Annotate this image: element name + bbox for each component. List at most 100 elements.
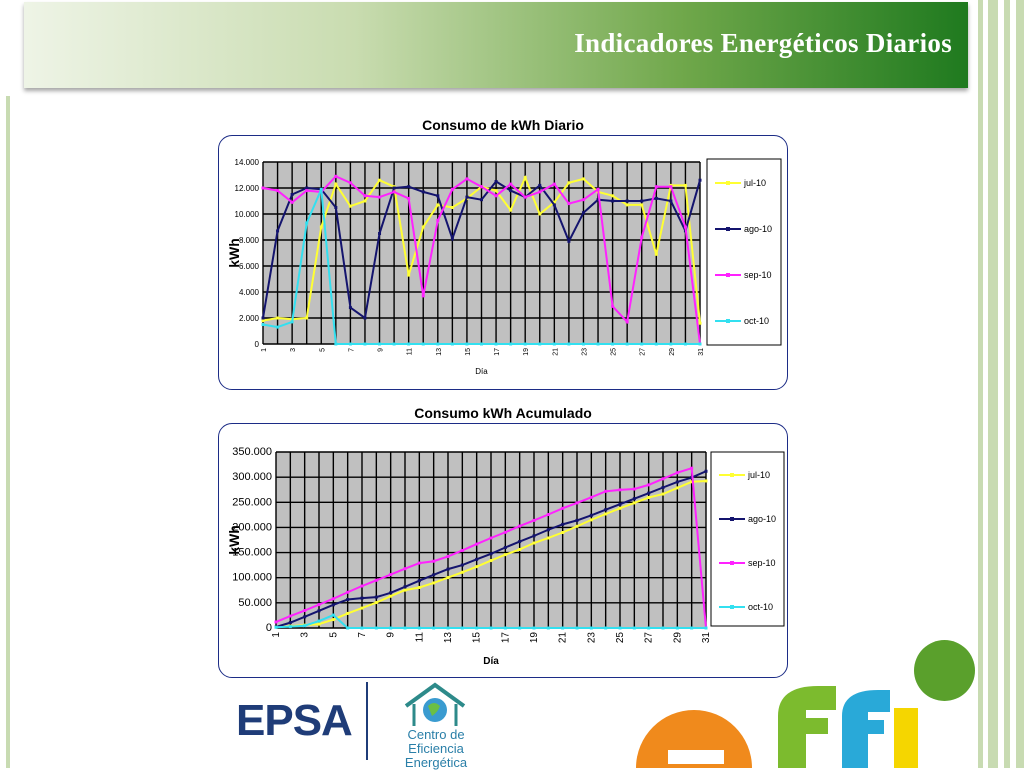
data-point-sep-10 bbox=[446, 554, 450, 558]
data-point-ago-10 bbox=[331, 603, 335, 607]
data-point-ago-10 bbox=[669, 199, 673, 203]
data-point-oct-10 bbox=[407, 342, 411, 346]
data-point-oct-10 bbox=[589, 626, 593, 630]
x-tick-label: 21 bbox=[552, 348, 559, 356]
data-point-ago-10 bbox=[465, 195, 469, 199]
centro-eficiencia-logo-text: Centro de Eficiencia Energética bbox=[376, 728, 496, 770]
data-point-sep-10 bbox=[331, 597, 335, 601]
data-point-oct-10 bbox=[446, 626, 450, 630]
data-point-sep-10 bbox=[360, 584, 364, 588]
data-point-oct-10 bbox=[632, 626, 636, 630]
data-point-ago-10 bbox=[546, 528, 550, 532]
data-point-jul-10 bbox=[683, 183, 687, 187]
data-point-sep-10 bbox=[561, 506, 565, 510]
x-tick-label: 7 bbox=[357, 632, 368, 638]
y-tick-label: 50.000 bbox=[238, 597, 272, 609]
data-point-jul-10 bbox=[421, 225, 425, 229]
x-tick-label: 3 bbox=[290, 348, 297, 352]
data-point-jul-10 bbox=[532, 541, 536, 545]
data-point-sep-10 bbox=[567, 202, 571, 206]
data-point-sep-10 bbox=[290, 200, 294, 204]
data-point-sep-10 bbox=[403, 567, 407, 571]
x-tick-label: 13 bbox=[436, 348, 443, 356]
data-point-sep-10 bbox=[611, 304, 615, 308]
data-point-sep-10 bbox=[374, 578, 378, 582]
y-tick-label: 250.000 bbox=[232, 496, 272, 508]
data-point-oct-10 bbox=[538, 342, 542, 346]
data-point-ago-10 bbox=[611, 199, 615, 203]
data-point-jul-10 bbox=[348, 204, 352, 208]
data-point-ago-10 bbox=[446, 567, 450, 571]
data-point-jul-10 bbox=[450, 206, 454, 209]
data-point-sep-10 bbox=[334, 174, 338, 178]
legend-marker-jul-10 bbox=[726, 181, 730, 185]
data-point-oct-10 bbox=[334, 342, 338, 346]
data-point-ago-10 bbox=[532, 534, 536, 538]
data-point-oct-10 bbox=[509, 342, 513, 346]
legend-label-ago-10: ago-10 bbox=[748, 514, 776, 524]
x-tick-label: 29 bbox=[669, 348, 676, 356]
data-point-ago-10 bbox=[561, 522, 565, 526]
y-tick-label: 10.000 bbox=[235, 210, 260, 219]
x-tick-label: 3 bbox=[300, 632, 311, 638]
x-tick-label: 31 bbox=[701, 632, 712, 644]
x-axis-label: Día bbox=[483, 656, 499, 667]
data-point-oct-10 bbox=[704, 626, 708, 630]
data-point-ago-10 bbox=[654, 196, 658, 200]
data-point-ago-10 bbox=[288, 621, 292, 625]
data-point-jul-10 bbox=[518, 547, 522, 551]
x-tick-label: 27 bbox=[644, 632, 655, 644]
data-point-sep-10 bbox=[618, 488, 622, 492]
data-point-jul-10 bbox=[403, 588, 407, 592]
data-point-ago-10 bbox=[407, 185, 411, 189]
data-point-oct-10 bbox=[378, 342, 382, 346]
data-point-oct-10 bbox=[392, 342, 396, 346]
data-point-ago-10 bbox=[698, 178, 702, 182]
data-point-jul-10 bbox=[317, 622, 321, 626]
data-point-sep-10 bbox=[589, 495, 593, 499]
data-point-sep-10 bbox=[305, 189, 309, 193]
data-point-sep-10 bbox=[661, 477, 665, 481]
data-point-sep-10 bbox=[378, 195, 382, 199]
y-tick-label: 350.000 bbox=[232, 446, 272, 458]
data-point-jul-10 bbox=[604, 512, 608, 516]
slide-title: Indicadores Energéticos Diarios bbox=[574, 28, 952, 58]
x-tick-label: 13 bbox=[443, 632, 454, 644]
data-point-sep-10 bbox=[407, 196, 411, 200]
data-point-oct-10 bbox=[575, 626, 579, 630]
data-point-jul-10 bbox=[378, 178, 382, 182]
legend-label-sep-10: sep-10 bbox=[744, 270, 772, 280]
data-point-jul-10 bbox=[363, 199, 367, 203]
data-point-ago-10 bbox=[403, 585, 407, 589]
data-point-oct-10 bbox=[489, 626, 493, 630]
data-point-sep-10 bbox=[625, 320, 629, 324]
data-point-oct-10 bbox=[552, 342, 556, 346]
y-tick-label: 12.000 bbox=[235, 184, 260, 193]
data-point-oct-10 bbox=[421, 342, 425, 346]
data-point-jul-10 bbox=[331, 618, 335, 622]
data-point-oct-10 bbox=[532, 626, 536, 630]
data-point-sep-10 bbox=[465, 177, 469, 181]
data-point-sep-10 bbox=[546, 513, 550, 517]
data-point-jul-10 bbox=[611, 194, 615, 198]
legend-marker-ago-10 bbox=[726, 227, 730, 231]
data-point-sep-10 bbox=[288, 614, 292, 618]
data-point-oct-10 bbox=[360, 626, 364, 630]
legend-label-ago-10: ago-10 bbox=[744, 224, 772, 234]
data-point-ago-10 bbox=[421, 190, 425, 194]
data-point-ago-10 bbox=[334, 206, 338, 209]
data-point-jul-10 bbox=[625, 203, 629, 207]
cumulative-consumption-chart: 0 50.000 100.000 150.000 200.000 250.000 300.0… bbox=[226, 446, 785, 667]
data-point-oct-10 bbox=[654, 342, 658, 346]
data-point-ago-10 bbox=[640, 199, 644, 203]
y-tick-label: 200.000 bbox=[232, 521, 272, 533]
data-point-jul-10 bbox=[334, 182, 338, 186]
left-decorative-rule bbox=[6, 96, 10, 768]
data-point-jul-10 bbox=[475, 565, 479, 569]
chart-title-cumulative: Consumo kWh Acumulado bbox=[414, 405, 592, 421]
data-point-oct-10 bbox=[523, 342, 527, 346]
data-point-sep-10 bbox=[503, 530, 507, 534]
x-tick-label: 5 bbox=[328, 632, 339, 638]
data-point-oct-10 bbox=[432, 626, 436, 630]
data-point-jul-10 bbox=[575, 524, 579, 528]
